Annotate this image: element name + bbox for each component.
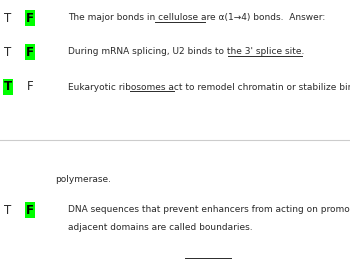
Text: Eukaryotic ribosomes act to remodel chromatin or stabilize binding of the RNA: Eukaryotic ribosomes act to remodel chro…	[68, 82, 350, 92]
Text: adjacent domains are called boundaries.: adjacent domains are called boundaries.	[68, 224, 253, 232]
Text: The major bonds in cellulose are α(1→4) bonds.  Answer:: The major bonds in cellulose are α(1→4) …	[68, 13, 325, 23]
Text: F: F	[26, 45, 34, 59]
Text: DNA sequences that prevent enhancers from acting on promoters located in: DNA sequences that prevent enhancers fro…	[68, 205, 350, 215]
Text: T: T	[4, 45, 12, 59]
Text: T: T	[4, 12, 12, 24]
Text: F: F	[27, 81, 33, 94]
Text: F: F	[26, 204, 34, 216]
Text: polymerase.: polymerase.	[55, 175, 111, 185]
Text: During mRNA splicing, U2 binds to the 3' splice site.: During mRNA splicing, U2 binds to the 3'…	[68, 48, 304, 56]
Text: F: F	[26, 12, 34, 24]
Text: T: T	[4, 81, 12, 94]
Text: T: T	[4, 204, 12, 216]
